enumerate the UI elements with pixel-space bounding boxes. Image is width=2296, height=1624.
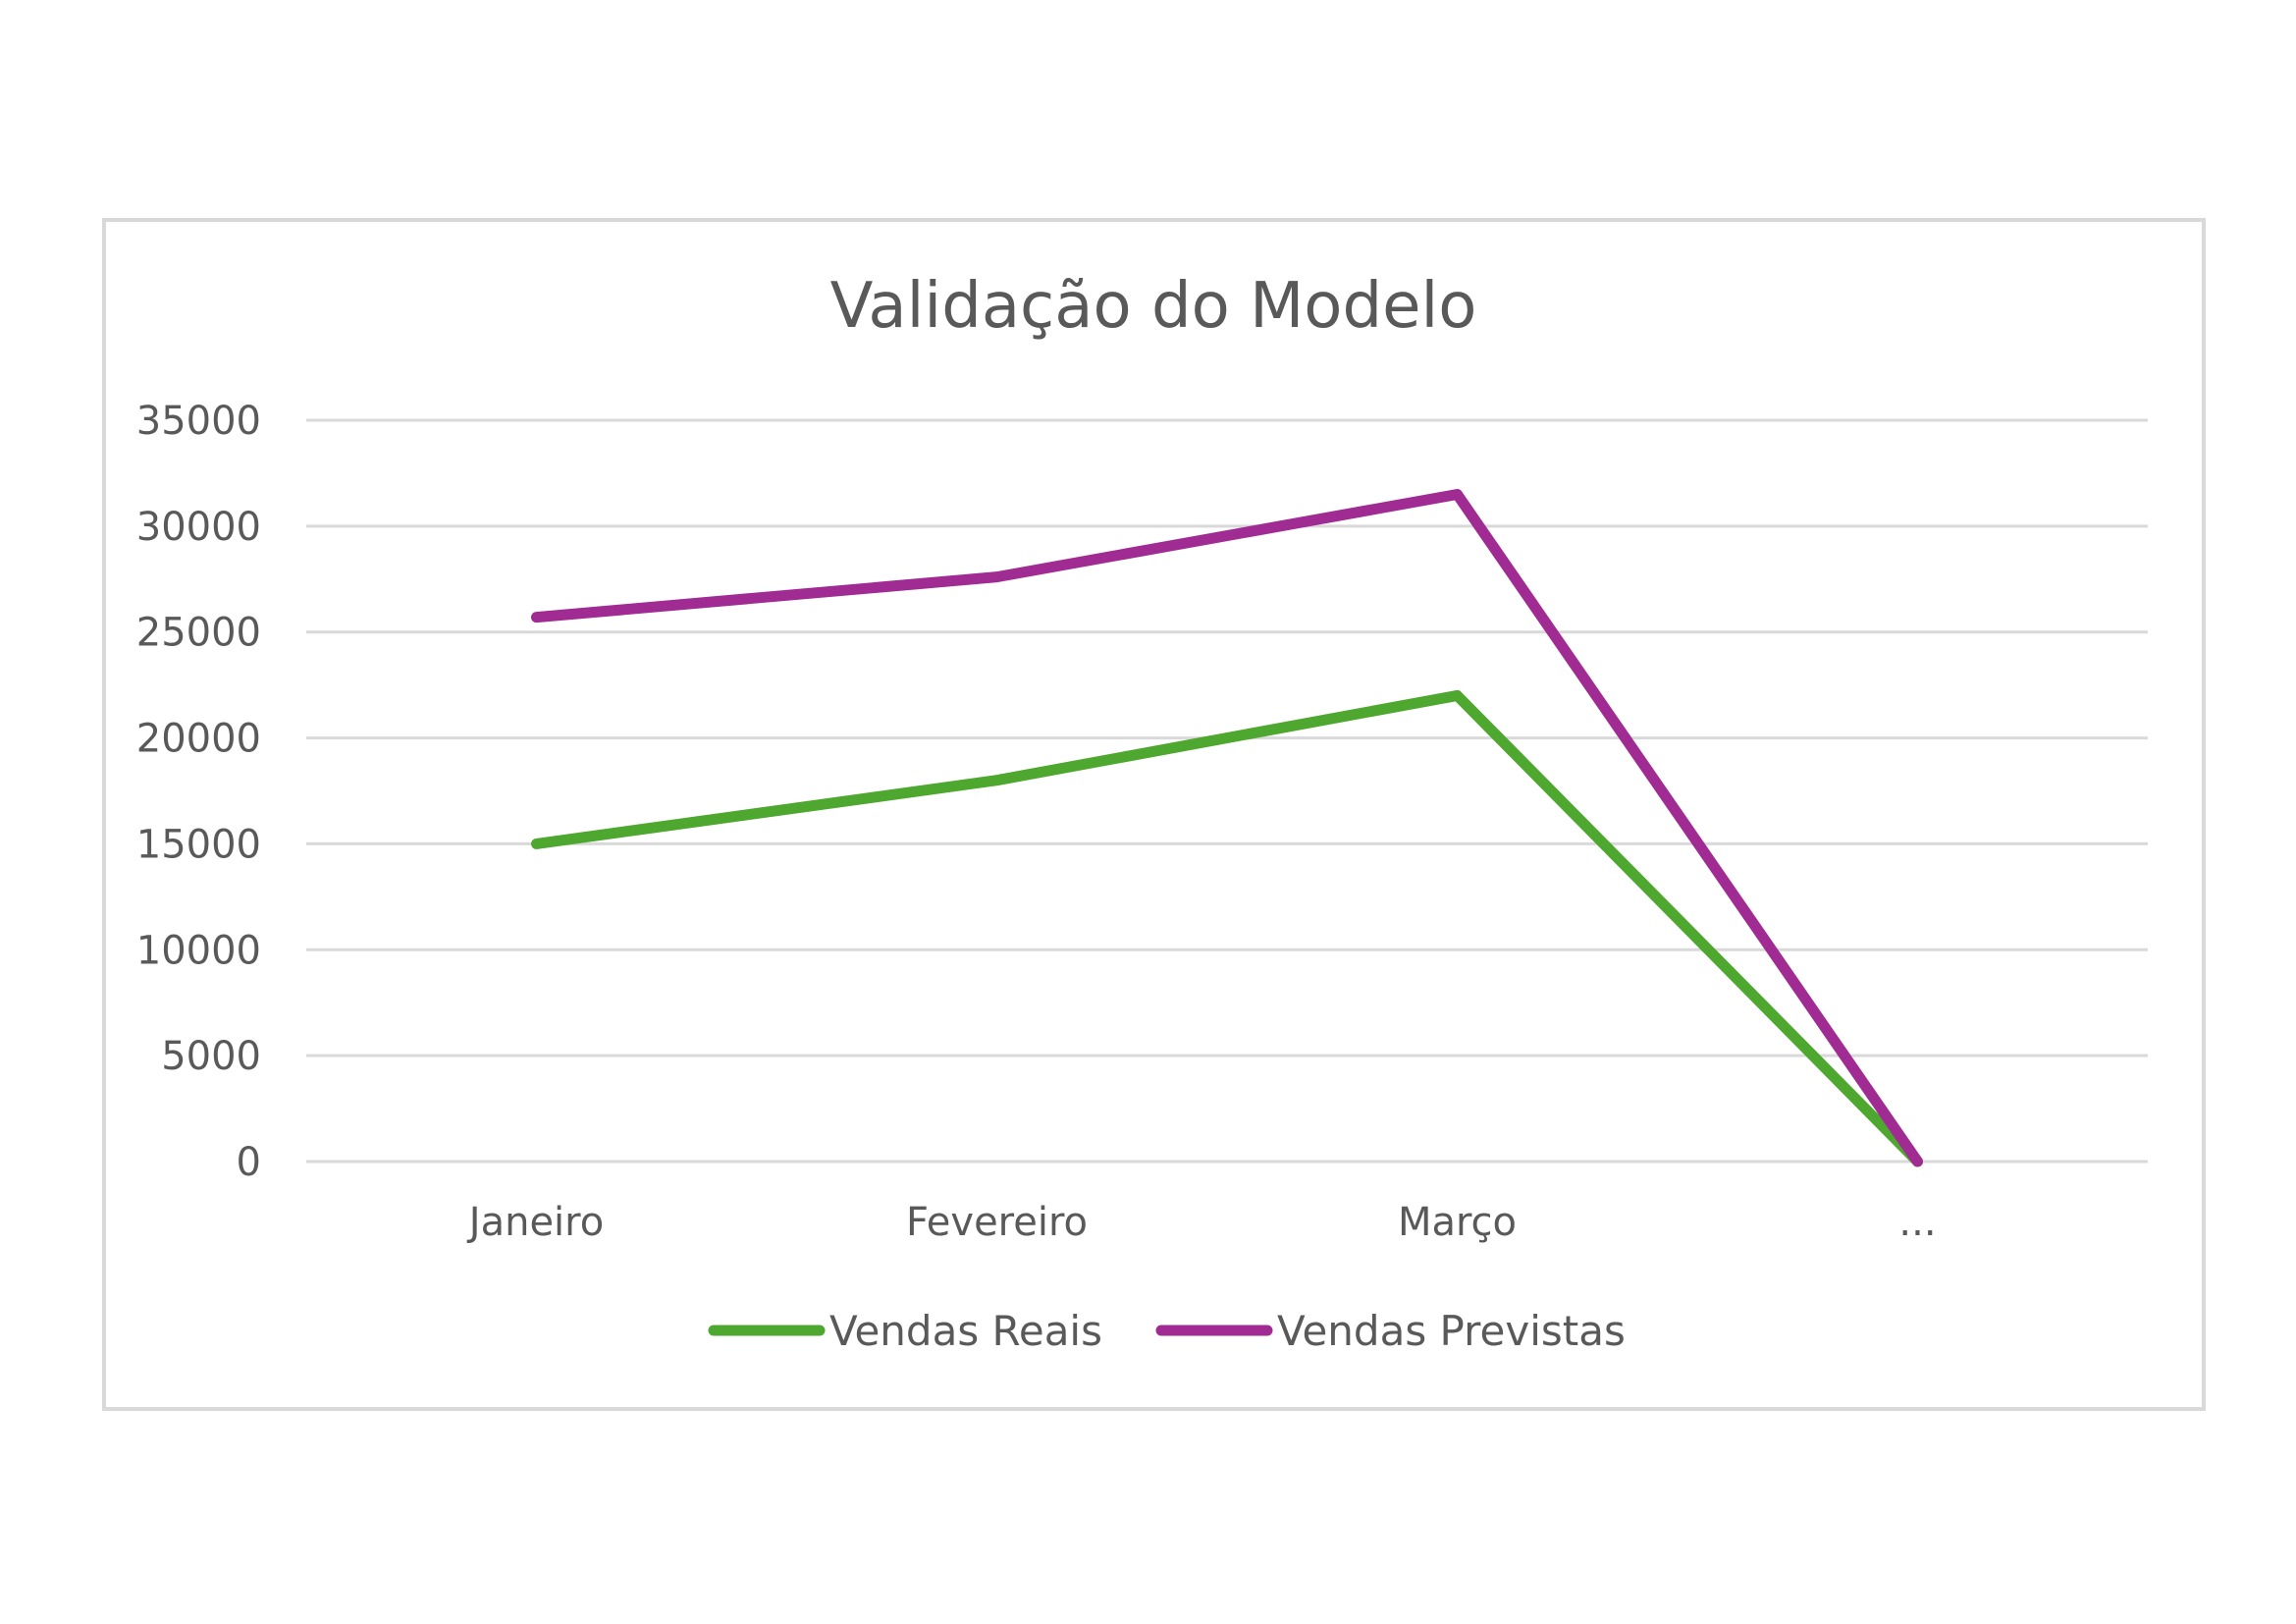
series-line-vendas-reais <box>531 689 1923 1167</box>
x-tick-label: ... <box>1898 1200 1936 1245</box>
y-tick-label: 10000 <box>136 928 261 973</box>
chart-title: Validação do Modelo <box>830 270 1477 343</box>
y-tick-label: 15000 <box>136 822 261 867</box>
series-line-vendas-previstas <box>531 489 1923 1167</box>
chart-area <box>102 218 2206 1411</box>
y-tick-label: 30000 <box>136 505 261 550</box>
y-axis-tick-labels: 0 5000 10000 15000 20000 25000 30000 35000 <box>136 399 261 1185</box>
y-tick-label: 5000 <box>161 1034 261 1079</box>
y-tick-label: 20000 <box>136 717 261 762</box>
x-tick-label: Março <box>1398 1200 1517 1245</box>
data-point <box>536 842 537 844</box>
y-tick-label: 0 <box>237 1140 261 1185</box>
data-point <box>1457 494 1458 495</box>
data-point <box>996 576 997 578</box>
legend-label: Vendas Previstas <box>1277 1307 1626 1355</box>
y-tick-label: 35000 <box>136 399 261 444</box>
data-point <box>1457 694 1458 696</box>
x-axis-tick-labels: Janeiro Fevereiro Março... <box>466 1200 1937 1245</box>
data-point <box>996 780 997 782</box>
legend: Vendas Reais Vendas Previstas <box>708 1307 1626 1355</box>
x-tick-label: Janeiro <box>466 1200 604 1245</box>
series-lines <box>531 489 1923 1167</box>
y-tick-label: 25000 <box>136 611 261 656</box>
data-point <box>1917 1161 1918 1163</box>
legend-label: Vendas Reais <box>829 1307 1102 1355</box>
x-tick-label: Fevereiro <box>906 1200 1088 1245</box>
data-point <box>536 617 537 619</box>
